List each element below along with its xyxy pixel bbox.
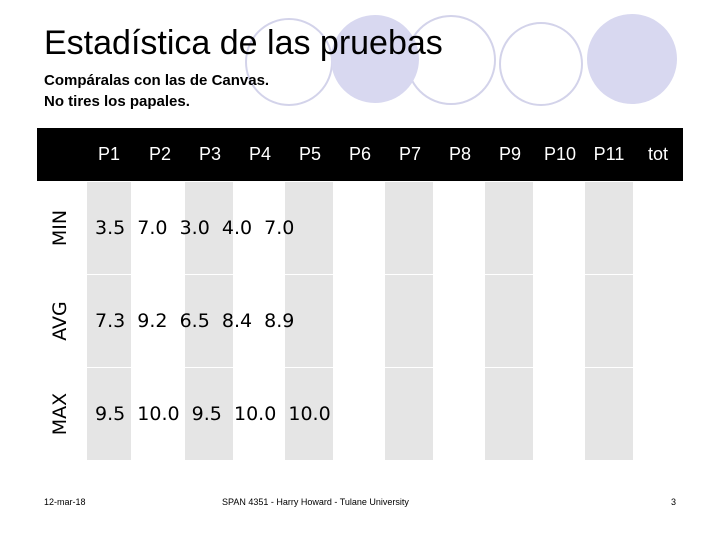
column-header: P9: [498, 144, 522, 164]
subtitle-line-1: Compáralas con las de Canvas.: [44, 72, 270, 89]
row-label: AVG: [49, 301, 71, 341]
column-header: P2: [148, 144, 172, 164]
column-header: P7: [398, 144, 422, 164]
decorative-circles: [245, 14, 677, 106]
slide-title: Estadística de las pruebas: [44, 24, 443, 62]
column-header: P1: [97, 144, 121, 164]
table-row-min: MIN 3.5 7.0 3.0 4.0 7.0: [37, 182, 683, 274]
table-row-max: MAX 9.5 10.0 9.5 10.0 10.0: [37, 368, 683, 460]
row-values: 9.5 10.0 9.5 10.0 10.0: [95, 403, 331, 425]
grades-table: P1 P2 P3 P4 P5 P6 P7 P8 P9 P10 P11 tot M…: [37, 128, 683, 460]
row-values: 7.3 9.2 6.5 8.4 8.9: [95, 310, 295, 332]
column-header: P11: [593, 144, 625, 164]
table-row-avg: AVG 7.3 9.2 6.5 8.4 8.9: [37, 275, 683, 367]
column-header: P3: [198, 144, 222, 164]
footer-course: SPAN 4351 - Harry Howard - Tulane Univer…: [222, 497, 409, 507]
column-header: P5: [298, 144, 322, 164]
column-header: P4: [248, 144, 272, 164]
column-header: P6: [348, 144, 372, 164]
table-header-row: P1 P2 P3 P4 P5 P6 P7 P8 P9 P10 P11 tot: [37, 128, 683, 181]
subtitle-line-2: No tires los papales.: [44, 93, 190, 110]
row-label: MAX: [49, 392, 71, 436]
column-header: tot: [647, 144, 668, 164]
row-divider: [37, 274, 683, 275]
row-divider: [37, 367, 683, 368]
footer-page-number: 3: [671, 497, 677, 507]
column-header: P8: [448, 144, 472, 164]
column-header: P10: [543, 144, 577, 164]
footer-date: 12-mar-18: [44, 497, 86, 507]
row-values: 3.5 7.0 3.0 4.0 7.0: [95, 217, 295, 239]
row-label: MIN: [49, 209, 71, 247]
